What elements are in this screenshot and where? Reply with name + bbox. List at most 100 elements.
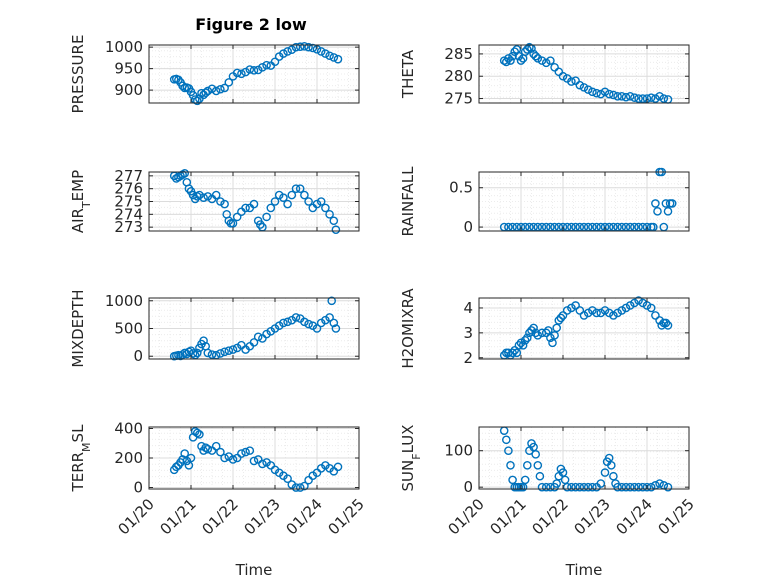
- data-point: [655, 479, 664, 488]
- data-point: [312, 324, 322, 333]
- y-tick-label: 3: [463, 324, 473, 342]
- data-point: [613, 308, 622, 318]
- axes-box: [478, 171, 690, 232]
- data-point: [220, 453, 229, 463]
- data-point: [562, 482, 572, 492]
- data-point: [180, 449, 189, 458]
- data-point: [516, 56, 526, 65]
- data-point: [567, 303, 576, 313]
- data-point: [523, 460, 532, 470]
- data-point: [638, 298, 648, 308]
- data-point: [237, 69, 246, 79]
- data-point: [331, 225, 341, 235]
- data-point: [562, 306, 572, 315]
- data-point: [211, 190, 221, 200]
- axes-box: [478, 426, 690, 490]
- data-point: [600, 468, 610, 477]
- subplot-pressure: 900 950 1000 PRESSURE: [69, 35, 360, 114]
- data-point: [541, 58, 551, 68]
- data-point: [262, 212, 271, 222]
- axes-box: [148, 44, 360, 104]
- data-point: [245, 65, 255, 74]
- data-point: [216, 84, 225, 94]
- data-point: [533, 54, 543, 63]
- data-point: [333, 54, 343, 64]
- data-point: [321, 203, 330, 213]
- data-point: [316, 47, 326, 56]
- subplot-theta: 275 280 285 THETA: [399, 42, 690, 108]
- data-point: [504, 446, 513, 456]
- data-point: [220, 199, 229, 209]
- data-point: [199, 193, 208, 202]
- data-point: [312, 199, 322, 209]
- data-point: [258, 63, 267, 72]
- data-point: [571, 482, 580, 492]
- data-point: [621, 482, 631, 492]
- y-tick-label: 100: [444, 442, 473, 460]
- data-point: [291, 184, 301, 193]
- data-point: [552, 323, 562, 333]
- y-axis-label: TERRMSL: [69, 424, 93, 493]
- data-point: [327, 296, 337, 306]
- y-axis-label: PRESSURE: [69, 35, 87, 114]
- data-point: [188, 349, 198, 358]
- data-point: [249, 199, 259, 209]
- y-tick-label: 277: [114, 167, 143, 185]
- data-point: [596, 89, 606, 99]
- y-tick-label: 273: [114, 218, 143, 236]
- data-point: [329, 318, 339, 328]
- y-axis-label: SUNFLUX: [399, 425, 423, 492]
- data-point: [661, 199, 671, 208]
- data-point: [506, 460, 515, 470]
- data-point: [613, 482, 622, 492]
- data-point: [201, 88, 210, 97]
- data-point: [625, 301, 635, 310]
- data-point: [630, 482, 639, 492]
- data-point: [617, 92, 627, 101]
- data-point: [575, 80, 585, 90]
- data-point: [291, 42, 301, 52]
- data-point: [653, 207, 662, 216]
- data-point: [203, 86, 213, 96]
- data-point: [541, 482, 551, 492]
- y-tick-label: 1000: [105, 38, 143, 56]
- data-point: [192, 428, 202, 438]
- y-tick-label: 500: [114, 320, 143, 338]
- data-point: [520, 475, 530, 485]
- y-tick-label: 0: [463, 478, 473, 496]
- data-point: [279, 193, 288, 202]
- data-point: [617, 482, 627, 492]
- data-point: [508, 51, 517, 61]
- data-point: [588, 87, 597, 97]
- data-point: [583, 482, 593, 492]
- data-point: [184, 184, 194, 193]
- data-point: [514, 341, 524, 350]
- data-point: [207, 84, 217, 94]
- data-point: [630, 93, 639, 102]
- data-point: [224, 346, 234, 355]
- data-point: [192, 348, 202, 358]
- data-point: [544, 326, 553, 335]
- data-point: [657, 321, 667, 330]
- data-point: [535, 471, 545, 481]
- data-point: [232, 212, 242, 222]
- data-point: [253, 332, 263, 342]
- data-point: [531, 328, 541, 338]
- data-point: [184, 461, 194, 470]
- y-tick-label: 280: [444, 67, 473, 85]
- data-point: [270, 197, 280, 206]
- data-point: [228, 219, 238, 228]
- data-point: [625, 482, 635, 492]
- data-point: [588, 482, 597, 492]
- data-point: [537, 56, 547, 65]
- data-point: [600, 306, 610, 315]
- data-point: [249, 456, 259, 466]
- data-point: [613, 92, 622, 101]
- y-tick-label: 275: [444, 90, 473, 108]
- data-point: [634, 94, 643, 103]
- x-axis-label: Time: [565, 561, 603, 579]
- y-tick-label: 2: [463, 349, 473, 367]
- data-point: [646, 482, 656, 492]
- data-point: [279, 49, 288, 58]
